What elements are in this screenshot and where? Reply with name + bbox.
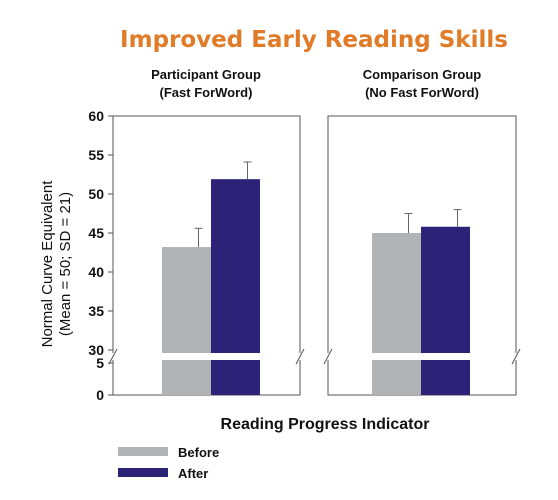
y-tick-label-50: 50 <box>88 186 104 202</box>
y-tick-label-40: 40 <box>88 264 104 280</box>
axis-break-slash-1-1 <box>511 348 521 365</box>
legend-label-after: After <box>178 466 208 481</box>
panel-title-participant-line2: (Fast ForWord) <box>160 85 253 100</box>
bar-0-after <box>211 179 260 395</box>
panel-title-comparison-line1: Comparison Group <box>363 67 482 82</box>
panel-1-frame-upper <box>327 115 517 353</box>
legend-label-before: Before <box>178 445 219 460</box>
y-axis-label-line2: (Mean = 50; SD = 21) <box>57 192 74 336</box>
panel-title-comparison-line2: (No Fast ForWord) <box>365 85 479 100</box>
y-tick-label-45: 45 <box>88 225 104 241</box>
x-axis-label: Reading Progress Indicator <box>221 416 430 433</box>
axis-break-slash-1-0 <box>323 348 333 365</box>
y-tick-label-55: 55 <box>88 147 104 163</box>
axis-break-band <box>100 353 530 360</box>
legend: Before After <box>118 445 219 481</box>
axis-break-slash-0-1 <box>295 348 305 365</box>
legend-swatch-before <box>118 447 168 456</box>
legend-swatch-after <box>118 468 168 477</box>
panel-0-frame-upper <box>112 115 301 353</box>
bar-1-after <box>421 226 470 395</box>
chart-title: Improved Early Reading Skills <box>120 27 508 53</box>
axis-break-slash-0-0 <box>108 348 118 365</box>
y-tick-label-low-5: 5 <box>96 355 104 371</box>
bar-1-before <box>372 233 421 395</box>
panel-title-participant-line1: Participant Group <box>151 67 261 82</box>
y-tick-label-35: 35 <box>88 303 104 319</box>
y-axis-label: Normal Curve Equivalent (Mean = 50; SD =… <box>39 180 74 348</box>
bar-0-before <box>162 247 211 395</box>
y-tick-label-60: 60 <box>88 108 104 124</box>
y-axis-label-line1: Normal Curve Equivalent <box>39 180 56 348</box>
y-tick-label-low-0: 0 <box>96 387 104 403</box>
y-tick-label-30: 30 <box>88 342 104 358</box>
